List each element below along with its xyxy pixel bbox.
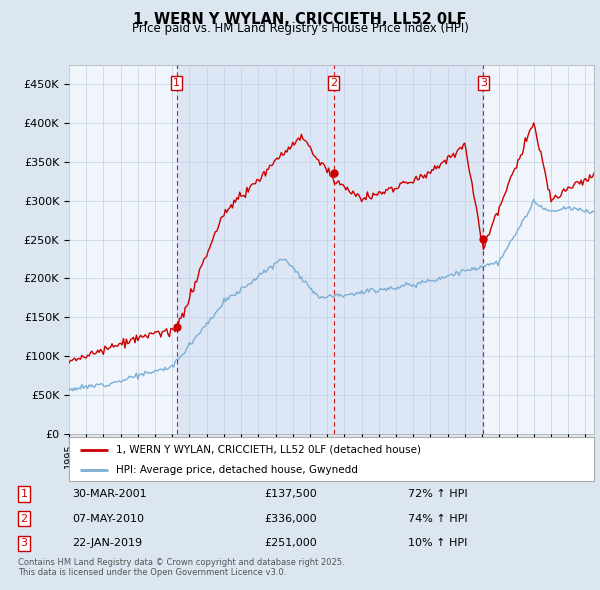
Text: Contains HM Land Registry data © Crown copyright and database right 2025.
This d: Contains HM Land Registry data © Crown c… xyxy=(18,558,344,577)
Text: 1: 1 xyxy=(20,489,28,499)
Text: 74% ↑ HPI: 74% ↑ HPI xyxy=(408,514,467,523)
Text: 07-MAY-2010: 07-MAY-2010 xyxy=(72,514,144,523)
Text: 1, WERN Y WYLAN, CRICCIETH, LL52 0LF: 1, WERN Y WYLAN, CRICCIETH, LL52 0LF xyxy=(133,12,467,27)
Text: 3: 3 xyxy=(480,78,487,88)
Text: 22-JAN-2019: 22-JAN-2019 xyxy=(72,539,142,548)
Text: 1, WERN Y WYLAN, CRICCIETH, LL52 0LF (detached house): 1, WERN Y WYLAN, CRICCIETH, LL52 0LF (de… xyxy=(116,445,421,455)
Text: £336,000: £336,000 xyxy=(264,514,317,523)
Text: 3: 3 xyxy=(20,539,28,548)
Text: £251,000: £251,000 xyxy=(264,539,317,548)
Bar xyxy=(334,65,484,434)
Text: 30-MAR-2001: 30-MAR-2001 xyxy=(72,489,146,499)
Text: £137,500: £137,500 xyxy=(264,489,317,499)
Text: 1: 1 xyxy=(173,78,180,88)
Text: HPI: Average price, detached house, Gwynedd: HPI: Average price, detached house, Gwyn… xyxy=(116,465,358,475)
Text: 2: 2 xyxy=(20,514,28,523)
Bar xyxy=(176,65,334,434)
Text: 72% ↑ HPI: 72% ↑ HPI xyxy=(408,489,467,499)
Text: 10% ↑ HPI: 10% ↑ HPI xyxy=(408,539,467,548)
Text: 2: 2 xyxy=(330,78,337,88)
Text: Price paid vs. HM Land Registry's House Price Index (HPI): Price paid vs. HM Land Registry's House … xyxy=(131,22,469,35)
